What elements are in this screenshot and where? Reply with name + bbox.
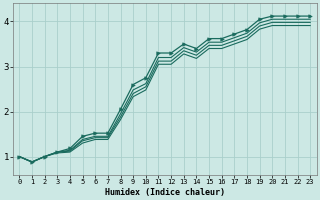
X-axis label: Humidex (Indice chaleur): Humidex (Indice chaleur): [105, 188, 225, 197]
